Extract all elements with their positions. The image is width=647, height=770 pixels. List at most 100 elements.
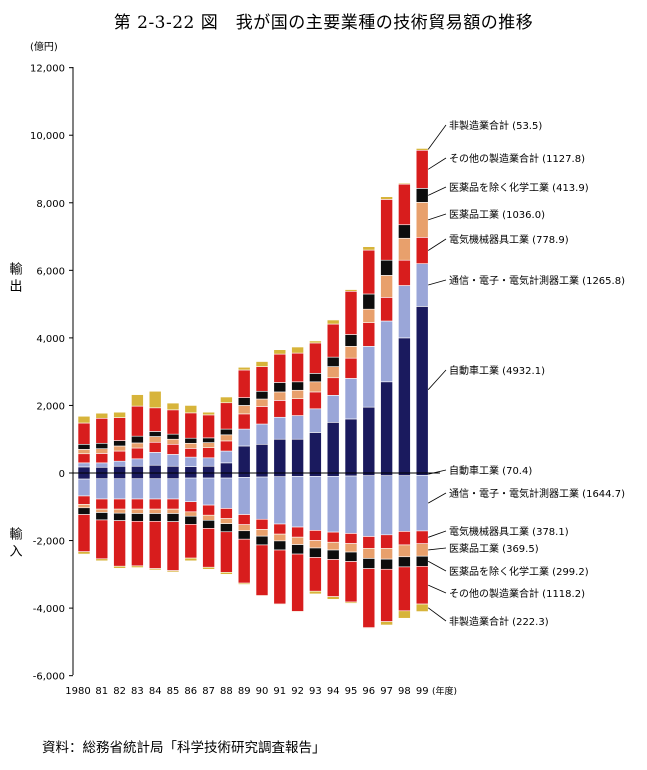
export-bar-segment	[77, 462, 91, 468]
x-tick-label: 82	[113, 686, 126, 697]
import-bar-segment	[415, 543, 429, 557]
export-bar-segment	[344, 346, 358, 359]
import-bar-segment	[291, 526, 304, 538]
import-bar-segment	[220, 523, 233, 533]
export-bar-segment	[273, 391, 287, 401]
export-bar-segment	[113, 450, 126, 462]
import-bar-segment	[415, 565, 429, 605]
x-tick-label: 83	[131, 686, 144, 697]
import-bar-segment	[202, 566, 215, 570]
import-bar-segment	[131, 521, 144, 567]
import-bar-segment	[326, 541, 340, 551]
export-bar-segment	[326, 356, 340, 367]
import-bar-segment	[291, 476, 304, 528]
import-bar-segment	[326, 596, 340, 600]
export-bar-segment	[273, 353, 287, 383]
source-note: 資料：総務省統計局「科学技術研究調査報告」	[42, 740, 326, 756]
export-bar-segment	[202, 414, 215, 439]
import-side-label: 輸入	[7, 527, 23, 561]
export-bar-segment	[398, 224, 411, 239]
export-bar-segment	[220, 402, 233, 430]
import-bar-segment	[166, 498, 180, 510]
x-tick-label: 93	[309, 686, 322, 697]
export-bar-segment	[415, 263, 429, 307]
export-bar-segment	[131, 447, 144, 460]
export-bar-segment	[326, 422, 340, 474]
export-bar-segment	[237, 366, 251, 371]
import-bar-segment	[398, 566, 411, 612]
import-bar-segment	[255, 544, 269, 596]
import-bar-segment	[95, 558, 109, 562]
import-bar-segment	[344, 601, 358, 604]
import-bar-segment	[309, 590, 322, 595]
export-bar-segment	[415, 149, 429, 189]
import-bar-segment	[309, 472, 322, 477]
export-bar-segment	[291, 389, 304, 399]
export-bar-segment	[362, 308, 376, 323]
import-bar-segment	[220, 508, 233, 519]
export-bar-segment	[380, 196, 393, 200]
export-bar-segment	[380, 199, 393, 261]
export-bar-segment	[202, 457, 215, 467]
export-bar-segment	[291, 438, 304, 474]
import-bar-segment	[131, 498, 144, 510]
import-bar-segment	[309, 547, 322, 558]
export-bar-segment	[362, 293, 376, 310]
export-bar-segment	[255, 366, 269, 392]
x-tick-label: 84	[149, 686, 162, 697]
axis-layer	[72, 67, 440, 675]
import-bar-segment	[113, 512, 126, 521]
import-bar-segment	[255, 476, 269, 520]
import-bar-segment	[148, 568, 162, 571]
import-bar-segment	[291, 611, 304, 613]
export-bar-segment	[326, 319, 340, 325]
import-bar-segment	[131, 508, 144, 514]
export-bar-segment	[309, 340, 322, 344]
import-bar-segment	[380, 475, 393, 536]
import-bar-segment	[398, 475, 411, 532]
export-bar-segment	[255, 406, 269, 425]
export-bar-segment	[326, 366, 340, 379]
import-bar-segment	[113, 498, 126, 510]
y-tick-label: 0	[59, 469, 65, 480]
y-tick-label: 10,000	[30, 131, 65, 142]
x-tick-label: 90	[256, 686, 269, 697]
import-bar-segment	[415, 555, 429, 567]
series-label: その他の製造業合計 (1127.8)	[449, 152, 585, 165]
import-bar-segment	[166, 570, 180, 573]
import-bar-segment	[380, 621, 393, 626]
export-bar-segment	[184, 442, 198, 449]
leader-line	[428, 584, 447, 594]
series-label: 電気機械器具工業 (778.9)	[449, 233, 569, 246]
leader-line	[428, 530, 447, 538]
import-bar-segment	[220, 518, 233, 524]
export-bar-segment	[95, 453, 109, 464]
import-bar-segment	[398, 556, 411, 568]
import-bar-segment	[131, 513, 144, 522]
import-bar-segment	[255, 518, 269, 530]
export-bar-segment	[273, 438, 287, 474]
x-tick-label: 89	[238, 686, 251, 697]
export-bar-segment	[77, 443, 91, 450]
export-bar-segment	[95, 462, 109, 468]
import-bar-segment	[344, 561, 358, 603]
import-bar-segment	[113, 508, 126, 514]
export-bar-segment	[344, 418, 358, 474]
import-bar-segment	[362, 558, 376, 569]
import-bar-segment	[326, 472, 340, 477]
export-bar-segment	[166, 454, 180, 467]
import-bar-segment	[415, 530, 429, 544]
export-bar-segment	[131, 405, 144, 437]
import-bar-segment	[113, 565, 126, 569]
import-bar-segment	[166, 472, 180, 480]
import-bar-segment	[220, 477, 233, 509]
export-bar-segment	[291, 398, 304, 416]
export-bar-segment	[309, 373, 322, 383]
export-bar-segment	[113, 445, 126, 452]
export-bar-segment	[131, 435, 144, 444]
export-bar-segment	[362, 246, 376, 251]
export-bar-segment	[362, 406, 376, 474]
import-bar-segment	[398, 610, 411, 619]
export-bar-segment	[166, 438, 180, 445]
export-bar-segment	[326, 377, 340, 396]
